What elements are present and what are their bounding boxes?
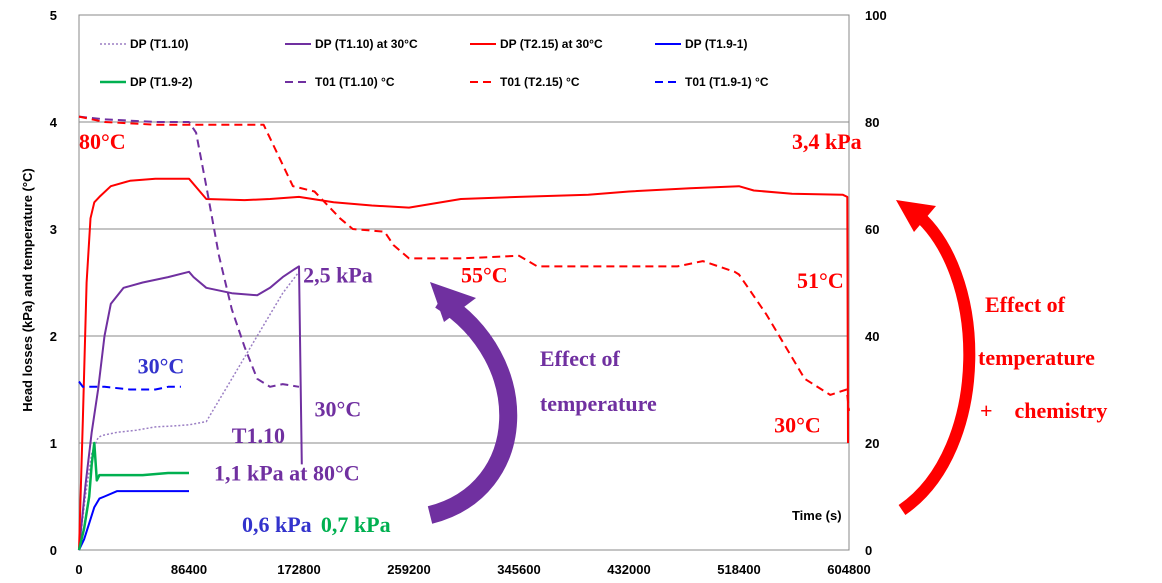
x-tick-label: 0 — [75, 562, 82, 577]
red-curved-arrow — [896, 200, 976, 515]
annotation-label: T1.10 — [232, 423, 285, 448]
right-annotation-line-2: temperature — [978, 345, 1095, 370]
series-line-3 — [78, 177, 849, 551]
right-annotation-line-3: + chemistry — [980, 398, 1107, 423]
annotation-label: 30°C — [774, 412, 821, 437]
x-tick-label: 86400 — [171, 562, 207, 577]
x-tick-label: 432000 — [607, 562, 650, 577]
annotation-label: 55°C — [461, 263, 508, 288]
y-right-tick-label: 80 — [865, 115, 879, 130]
x-axis-ticks: 0 86400 172800 259200 345600 432000 518400 6048… — [75, 562, 870, 577]
y-right-tick-label: 20 — [865, 436, 879, 451]
series-line-1 — [78, 271, 300, 551]
y-left-tick-label: 3 — [50, 222, 57, 237]
legend-label: T01 (T1.9-1) °C — [685, 75, 769, 89]
series-line-4 — [78, 490, 189, 551]
annotation-label: 30°C — [138, 353, 185, 378]
y-left-tick-label: 0 — [50, 543, 57, 558]
y-axis-label: Head losses (kPa) and temperature (°C) — [20, 168, 35, 412]
annotation-label: 0,6 kPa — [242, 512, 312, 537]
legend-label: T01 (T2.15) °C — [500, 75, 580, 89]
legend-label: DP (T1.10) — [130, 37, 188, 51]
x-tick-label: 604800 — [827, 562, 870, 577]
plot-frame — [78, 14, 850, 551]
y-right-tick-label: 40 — [865, 329, 879, 344]
annotation-label: Effect of — [540, 346, 621, 371]
series-line-6 — [78, 115, 300, 388]
legend-label: DP (T1.9-1) — [685, 37, 747, 51]
series-line-2 — [78, 265, 303, 551]
legend: DP (T1.10) DP (T1.10) at 30°C DP (T2.15) a… — [100, 37, 769, 89]
grid-lines — [79, 121, 849, 444]
annotations: 80°C 3,4 kPa 2,5 kPa 55°C 51°C 30°C 30°C T1.10 3… — [79, 129, 862, 537]
legend-label: DP (T2.15) at 30°C — [500, 37, 603, 51]
right-annotation-line-1: Effect of — [985, 292, 1066, 317]
y-left-tick-label: 4 — [50, 115, 58, 130]
y-axis-right-ticks: 0 20 40 60 80 100 — [865, 8, 887, 558]
series-line-5 — [77, 441, 189, 551]
annotation-label: 2,5 kPa — [303, 263, 373, 288]
y-right-tick-label: 60 — [865, 222, 879, 237]
annotation-label: Time (s) — [792, 508, 842, 523]
x-tick-label: 518400 — [717, 562, 760, 577]
annotation-label: 30°C — [315, 396, 362, 421]
y-left-tick-label: 1 — [50, 436, 57, 451]
x-tick-label: 259200 — [387, 562, 430, 577]
annotation-label: 1,1 kPa at 80°C — [214, 460, 360, 485]
purple-curved-arrow — [427, 282, 518, 524]
annotation-label: 51°C — [797, 268, 844, 293]
legend-label: T01 (T1.10) °C — [315, 75, 395, 89]
annotation-label: temperature — [540, 391, 657, 416]
annotation-label: 3,4 kPa — [792, 129, 862, 154]
y-right-tick-label: 100 — [865, 8, 887, 23]
series-lines — [77, 115, 850, 551]
annotation-label: 80°C — [79, 129, 126, 154]
legend-label: DP (T1.10) at 30°C — [315, 37, 418, 51]
x-tick-label: 172800 — [277, 562, 320, 577]
series-line-8 — [78, 380, 181, 391]
annotation-label: 0,7 kPa — [321, 512, 391, 537]
x-tick-label: 345600 — [497, 562, 540, 577]
y-left-tick-label: 2 — [50, 329, 57, 344]
y-left-tick-label: 5 — [50, 8, 57, 23]
y-axis-left-ticks: 0 1 2 3 4 5 — [50, 8, 58, 558]
y-right-tick-label: 0 — [865, 543, 872, 558]
legend-label: DP (T1.9-2) — [130, 75, 192, 89]
series-line-7 — [78, 115, 850, 412]
